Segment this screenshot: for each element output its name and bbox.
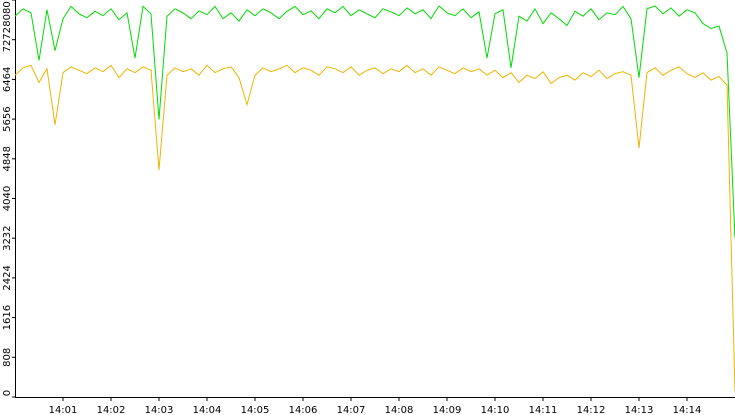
x-tick-label: 14:12 xyxy=(577,405,606,415)
x-tick-label: 14:13 xyxy=(625,405,654,415)
y-tick-label: 4040 xyxy=(2,186,13,211)
x-tick-label: 14:04 xyxy=(193,405,222,415)
x-tick-label: 14:01 xyxy=(49,405,78,415)
series-line xyxy=(14,64,735,392)
x-tick-label: 14:08 xyxy=(385,405,414,415)
x-tick-label: 14:10 xyxy=(481,405,510,415)
y-tick-label: 2424 xyxy=(2,265,13,290)
y-tick-label: 808 xyxy=(2,348,13,367)
y-tick-label: 1616 xyxy=(2,305,13,330)
x-tick-label: 14:11 xyxy=(529,405,558,415)
y-tick-label: 4848 xyxy=(2,146,13,171)
y-tick-label: 5656 xyxy=(2,106,13,131)
y-tick-label: 6464 xyxy=(2,67,13,92)
y-tick-label: 0 xyxy=(2,390,13,396)
y-tick-label: 7272 xyxy=(2,27,13,52)
x-tick-label: 14:03 xyxy=(145,405,174,415)
y-tick-label: 8080 xyxy=(2,1,13,26)
y-tick-label: 3232 xyxy=(2,225,13,250)
series-line xyxy=(14,5,735,239)
x-tick-label: 14:05 xyxy=(241,405,270,415)
x-tick-label: 14:09 xyxy=(433,405,462,415)
x-tick-label: 14:07 xyxy=(337,405,366,415)
x-tick-label: 14:02 xyxy=(97,405,126,415)
x-tick-label: 14:06 xyxy=(289,405,318,415)
x-tick-label: 14:14 xyxy=(673,405,702,415)
